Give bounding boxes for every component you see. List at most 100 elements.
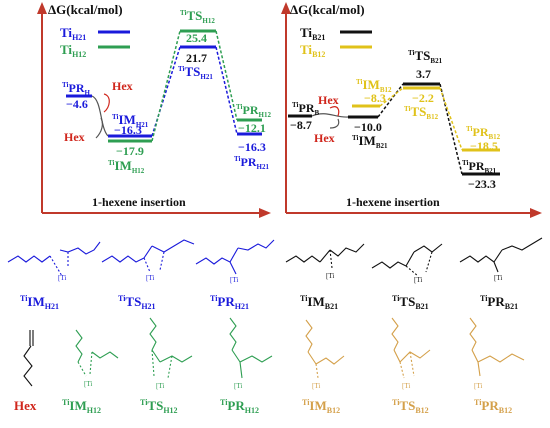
right-energy-panel: ΔG(kcal/mol) TiB21 TiB12 TiPRB −8.7 H xyxy=(281,2,542,218)
label-ts-h12: TiTSH12 xyxy=(180,8,215,25)
value-pr-b21: −23.3 xyxy=(468,177,496,191)
structure-pr-h12: [Ti xyxy=(229,317,273,390)
ti-label: [Ti xyxy=(84,380,92,388)
conn-ts-pr-h21 xyxy=(215,46,238,135)
structure-hexene xyxy=(23,330,34,387)
name-im-b21: TiIMB21 xyxy=(300,294,338,311)
ti-label: [Ti xyxy=(326,272,334,280)
value-pr-h: −4.6 xyxy=(66,97,88,111)
right-x-arrow xyxy=(530,208,542,218)
label-hex-top-b: Hex xyxy=(318,93,339,107)
label-ts-h21: TiTSH21 xyxy=(178,64,213,81)
name-hex: Hex xyxy=(14,398,37,413)
left-y-arrow xyxy=(37,2,47,14)
right-b12-path xyxy=(352,86,500,152)
structure-row-2: [Ti [Ti [Ti [Ti xyxy=(23,317,525,390)
name-ts-h21: TiTSH21 xyxy=(118,294,156,311)
ti-label: [Ti xyxy=(414,276,422,284)
right-axis-label: ΔG(kcal/mol) xyxy=(290,2,365,17)
value-im-h12: −17.9 xyxy=(116,144,144,158)
label-ts-b12: TiTSB12 xyxy=(404,104,439,121)
label-hex-top: Hex xyxy=(112,79,133,93)
legend-h12-label: TiH12 xyxy=(60,42,86,59)
left-legend: TiH21 TiH12 xyxy=(60,25,130,59)
label-pr-b: TiPRB xyxy=(292,101,320,117)
structure-im-h12: [Ti xyxy=(75,329,119,388)
conn-im-ts-h21 xyxy=(151,46,181,137)
name-im-h21: TiIMH21 xyxy=(20,294,59,311)
value-im-b21: −10.0 xyxy=(354,120,382,134)
value-ts-b21: 3.7 xyxy=(416,67,431,81)
left-h12-path xyxy=(108,29,262,143)
left-x-arrow xyxy=(259,208,271,218)
legend-b12-label: TiB12 xyxy=(300,42,325,59)
name-pr-b12: TiPRB12 xyxy=(474,398,512,415)
name-ts-h12: TiTSH12 xyxy=(140,398,178,415)
name-pr-h21: TiPRH21 xyxy=(210,294,249,311)
name-ts-b21: TiTSB21 xyxy=(392,294,429,311)
ti-label: [Ti xyxy=(58,274,66,282)
hex-arrow-bottom xyxy=(95,117,103,139)
ti-label: [Ti xyxy=(156,382,164,390)
ti-label: [Ti xyxy=(474,382,482,390)
hex-arrow-bottom-b xyxy=(329,118,340,129)
structure-pr-b21: [Ti xyxy=(459,237,543,282)
right-y-arrow xyxy=(281,2,291,14)
value-im-h21: −16.3 xyxy=(114,123,142,137)
label-im-h12: TiIMH12 xyxy=(108,158,145,175)
structure-ts-b21: [Ti xyxy=(371,243,443,284)
structure-ts-h21: [Ti xyxy=(101,239,195,282)
value-pr-b: −8.7 xyxy=(290,118,312,132)
name-im-b12: TiIMB12 xyxy=(302,398,340,415)
label-pr-b21: TiPRB21 xyxy=(462,159,497,175)
value-pr-h21: −16.3 xyxy=(238,140,266,154)
name-ts-b12: TiTSB12 xyxy=(392,398,429,415)
structure-ts-b12: [Ti xyxy=(391,317,431,390)
label-hex-bottom: Hex xyxy=(64,130,85,144)
right-x-label: 1-hexene insertion xyxy=(346,195,440,209)
label-im-b12: TiIMB12 xyxy=(356,77,392,94)
hex-arrow-top xyxy=(103,93,110,113)
structure-im-h21: [Ti xyxy=(7,241,101,282)
legend-b21-label: TiB21 xyxy=(300,25,325,42)
label-hex-bottom-b: Hex xyxy=(314,131,335,145)
name-pr-h12: TiPRH12 xyxy=(220,398,259,415)
legend-h21-label: TiH21 xyxy=(60,25,86,42)
right-legend: TiB21 TiB12 xyxy=(300,25,372,59)
left-energy-panel: ΔG(kcal/mol) TiH21 TiH12 xyxy=(37,2,271,218)
structure-im-b12: [Ti xyxy=(305,319,345,390)
ti-label: [Ti xyxy=(230,276,238,284)
structure-row-1: [Ti [Ti [Ti [Ti xyxy=(7,237,543,284)
conn-pr-im xyxy=(91,95,109,137)
value-im-b12: −8.3 xyxy=(364,91,386,105)
hex-arrow-top-b xyxy=(329,106,340,117)
structure-row-1-names: TiIMH21 TiTSH21 TiPRH21 TiIMB21 TiTSB21 … xyxy=(20,294,518,311)
label-ts-b21: TiTSB21 xyxy=(408,48,443,65)
conn-pr-im-b xyxy=(311,113,349,118)
label-im-h21: TiIMH21 xyxy=(112,112,149,129)
label-pr-b12: TiPRB12 xyxy=(466,125,501,141)
ti-label: [Ti xyxy=(146,274,154,282)
value-ts-h21: 21.7 xyxy=(186,51,207,65)
structure-pr-b12: [Ti xyxy=(469,317,525,390)
structure-pr-h21: [Ti xyxy=(195,239,275,284)
name-pr-b21: TiPRB21 xyxy=(480,294,518,311)
label-pr-h21: TiPRH21 xyxy=(234,155,269,171)
ti-label: [Ti xyxy=(234,382,242,390)
value-ts-h12: 25.4 xyxy=(186,31,207,45)
conn-ts-pr-h12 xyxy=(215,30,238,121)
value-ts-b12: −2.2 xyxy=(412,91,434,105)
conn-im-ts-b21 xyxy=(377,83,404,118)
structure-row-2-names: Hex TiIMH12 TiTSH12 TiPRH12 TiIMB12 TiTS… xyxy=(14,398,512,415)
left-x-label: 1-hexene insertion xyxy=(92,195,186,209)
name-im-h12: TiIMH12 xyxy=(62,398,101,415)
left-axis-label: ΔG(kcal/mol) xyxy=(48,2,123,17)
ti-label: [Ti xyxy=(312,382,320,390)
label-pr-h: TiPRH xyxy=(62,81,91,97)
structure-im-b21: [Ti xyxy=(285,243,365,280)
conn-im-ts-h12 xyxy=(151,30,181,142)
label-pr-h12: TiPRH12 xyxy=(236,103,271,119)
value-pr-b12: −18.5 xyxy=(470,139,498,153)
